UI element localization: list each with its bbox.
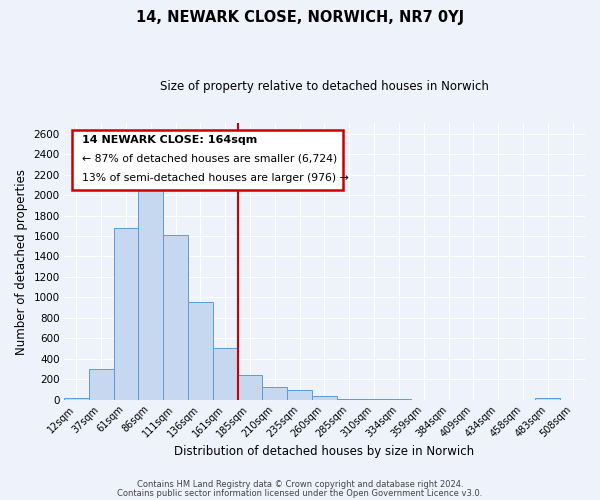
Text: 13% of semi-detached houses are larger (976) →: 13% of semi-detached houses are larger (… [82,173,349,183]
Text: 14, NEWARK CLOSE, NORWICH, NR7 0YJ: 14, NEWARK CLOSE, NORWICH, NR7 0YJ [136,10,464,25]
Bar [213,348,238,400]
Bar [312,396,337,400]
X-axis label: Distribution of detached houses by size in Norwich: Distribution of detached houses by size … [175,444,475,458]
Title: Size of property relative to detached houses in Norwich: Size of property relative to detached ho… [160,80,489,93]
Y-axis label: Number of detached properties: Number of detached properties [15,168,28,354]
Bar [337,399,362,400]
Text: ← 87% of detached houses are smaller (6,724): ← 87% of detached houses are smaller (6,… [82,154,337,164]
Text: Contains HM Land Registry data © Crown copyright and database right 2024.: Contains HM Land Registry data © Crown c… [137,480,463,489]
Bar [188,302,213,400]
Bar [238,375,262,400]
Text: Contains public sector information licensed under the Open Government Licence v3: Contains public sector information licen… [118,488,482,498]
Bar [113,228,139,400]
Bar [64,398,89,400]
Bar [163,235,188,400]
FancyBboxPatch shape [72,130,343,190]
Bar [262,387,287,400]
Text: 14 NEWARK CLOSE: 164sqm: 14 NEWARK CLOSE: 164sqm [82,135,257,145]
Bar [89,369,113,400]
Bar [535,398,560,400]
Bar [362,399,386,400]
Bar [139,180,163,400]
Bar [287,390,312,400]
